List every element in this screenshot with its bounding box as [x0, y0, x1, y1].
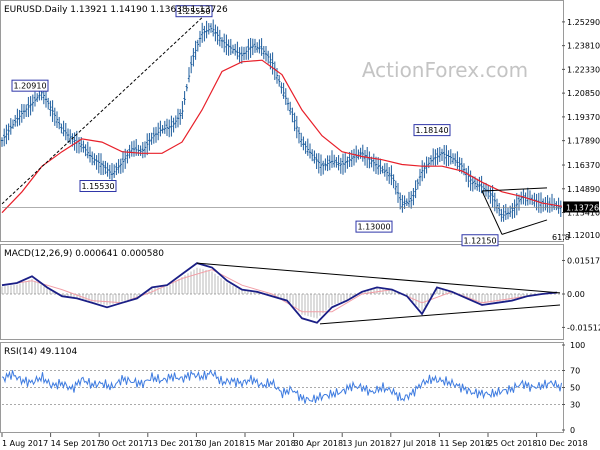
price-annotation-label: 1.13000 — [357, 223, 390, 232]
date-axis-label: 15 Mar 2018 — [245, 439, 296, 448]
date-axis-label: 27 Jul 2018 — [391, 439, 436, 448]
macd-axis-label: 0.015178 — [567, 256, 600, 265]
price-axis-label: 1.17890 — [567, 137, 600, 146]
price-annotation-box — [413, 124, 451, 137]
date-axis-label: 25 Oct 2018 — [488, 439, 537, 448]
price-annotation-label: 1.20910 — [13, 82, 46, 91]
price-annotation-label: 1.12150 — [463, 236, 496, 245]
macd-lower-trendline — [319, 304, 561, 325]
price-axis-label: 1.22330 — [567, 65, 600, 74]
price-panel-frame — [0, 0, 564, 242]
price-axis-label: 1.20850 — [567, 89, 600, 98]
price-panel: 1.20910 1.15530 1.25550 1.18140 1.13000 1.121… — [0, 5, 563, 247]
price-annotation-box — [11, 79, 49, 92]
date-axis-label: 11 Sep 2018 — [439, 439, 490, 448]
macd-panel-frame — [0, 244, 564, 340]
rsi-axis-label: 0 — [570, 426, 575, 435]
rsi-axis-label: 30 — [570, 401, 580, 410]
rsi-axis-label: 70 — [570, 367, 580, 376]
macd-upper-trendline — [196, 262, 561, 294]
price-annotation-box — [175, 5, 213, 18]
date-axis-label: 13 Jun 2018 — [342, 439, 390, 448]
moving-average-line — [1, 59, 563, 214]
fib-level-label: 61.8 — [552, 233, 570, 242]
price-axis-label: 1.14890 — [567, 185, 600, 194]
price-axis-label: 1.16370 — [567, 161, 600, 170]
price-axis-label: 1.13410 — [567, 209, 600, 218]
price-annotation-label: 1.15530 — [81, 182, 114, 191]
date-axis-label: 10 Dec 2018 — [537, 439, 588, 448]
macd-line — [1, 262, 558, 324]
price-annotation-label: 1.25550 — [177, 7, 210, 16]
watermark-text: ActionForex.com — [362, 58, 528, 82]
date-axis-label: 30 Oct 2017 — [99, 439, 148, 448]
macd-axis-label: 0.00 — [567, 290, 585, 299]
price-annotation-box — [461, 234, 499, 247]
current-price-box — [563, 201, 599, 213]
dashed-trendline — [1, 17, 203, 205]
rsi-axis-label: 50 — [570, 384, 580, 393]
rsi-panel-title: RSI(14) 49.1104 — [4, 347, 77, 357]
rsi-axis-label: 100 — [570, 341, 585, 350]
rsi-panel — [1, 369, 562, 405]
price-panel-title: EURUSD.Daily 1.13921 1.14190 1.13638 1.1… — [4, 5, 228, 15]
date-axis-label: 30 Apr 2018 — [294, 439, 343, 448]
date-axis-label: 13 Dec 2017 — [148, 439, 199, 448]
macd-signal-line — [1, 269, 558, 313]
price-annotation-label: 1.18140 — [415, 126, 448, 135]
date-axis-label: 14 Sep 2017 — [51, 439, 102, 448]
price-axis-label: 1.23810 — [567, 42, 600, 51]
date-axis-label: 30 Jan 2018 — [196, 439, 244, 448]
triangle-lower-line — [501, 219, 548, 235]
price-axis-label: 1.25290 — [567, 18, 600, 27]
macd-panel — [1, 262, 562, 325]
triangle-upper-line — [481, 187, 548, 192]
price-axis-label: 1.19370 — [567, 113, 600, 122]
triangle-left-line — [481, 190, 503, 235]
date-axis-label: 1 Aug 2017 — [2, 439, 48, 448]
rsi-line — [1, 369, 562, 404]
price-annotation-box — [79, 180, 117, 193]
current-price-label: 1.13726 — [566, 203, 599, 212]
macd-panel-title: MACD(12,26,9) 0.000641 0.000580 — [4, 249, 164, 259]
price-annotation-box — [355, 220, 393, 233]
axes: 1.25290 1.23810 1.22330 1.20850 1.19370 1.178… — [1, 18, 600, 448]
price-axis-label: 1.12010 — [567, 231, 600, 240]
macd-axis-label: -0.015126 — [567, 323, 600, 332]
